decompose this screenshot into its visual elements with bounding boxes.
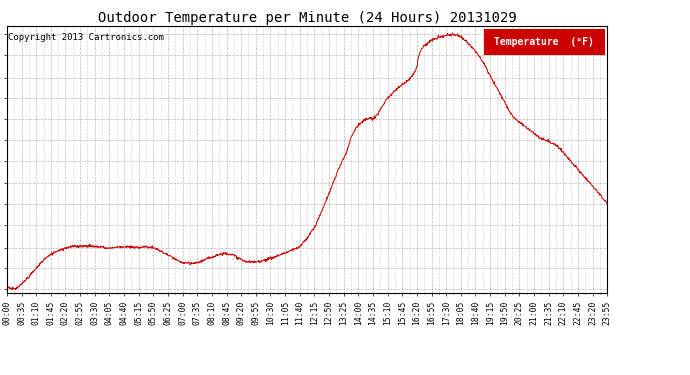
Text: Copyright 2013 Cartronics.com: Copyright 2013 Cartronics.com xyxy=(8,33,164,42)
Title: Outdoor Temperature per Minute (24 Hours) 20131029: Outdoor Temperature per Minute (24 Hours… xyxy=(98,11,516,25)
